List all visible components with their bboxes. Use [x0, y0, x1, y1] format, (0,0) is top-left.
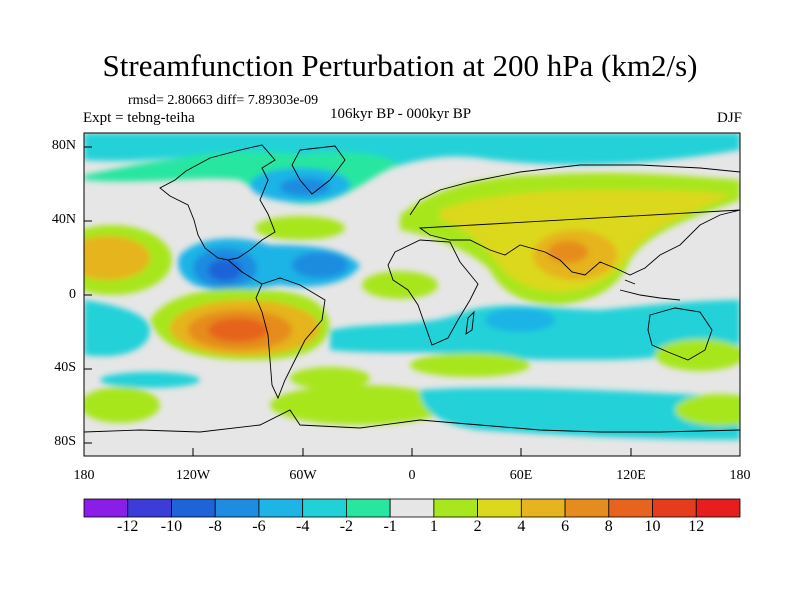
colorbar-label: 6: [561, 518, 570, 535]
contour-spacific-red: [208, 318, 268, 342]
colorbar-label: -8: [208, 518, 222, 535]
contour-atlantic-cyan: [292, 252, 348, 278]
colorbar-label: -6: [252, 518, 266, 535]
colorbar-label: -4: [295, 518, 310, 535]
y-tick-80s: 80S: [54, 434, 76, 449]
coast-madagascar: [465, 310, 475, 335]
colorbar-swatch: [564, 498, 610, 518]
contour-field: [84, 133, 740, 456]
colorbar-label: 10: [644, 518, 661, 535]
chart-title: Streamfunction Perturbation at 200 hPa (…: [102, 48, 698, 83]
colorbar-label: 12: [688, 518, 705, 535]
colorbar-swatch: [345, 498, 391, 518]
colorbar-swatch: [652, 498, 697, 518]
contour-npacific-yellow: [84, 236, 150, 280]
colorbar-label: 4: [517, 518, 526, 535]
coast-australia: [647, 307, 713, 361]
x-tick-60e: 60E: [509, 468, 533, 483]
colorbar: [83, 498, 741, 518]
colorbar-label: 1: [429, 518, 438, 535]
contour-indian-ocean-blue: [485, 308, 555, 332]
rmsd-diff-stats: rmsd= 2.80663 diff= 7.89303e-09: [128, 93, 319, 108]
contour-camerica-core: [208, 259, 242, 281]
y-tick-40s: 40S: [54, 360, 76, 375]
colorbar-swatch: [302, 498, 347, 518]
colorbar-label: 8: [604, 518, 613, 535]
contour-southern-cyan: [84, 300, 150, 357]
y-tick-80n: 80N: [51, 138, 76, 153]
colorbar-swatch: [433, 498, 479, 518]
coast-north-america: [159, 144, 276, 261]
colorbar-label: -2: [339, 518, 354, 535]
contour-sindian-green: [410, 353, 530, 377]
colorbar-label: -1: [383, 518, 397, 535]
contour-spole-east-green: [675, 394, 740, 426]
colorbar-label: 2: [473, 518, 482, 535]
colorbar-swatch: [389, 498, 435, 518]
coast-indonesia: [619, 279, 681, 301]
colorbar-swatch: [127, 498, 172, 518]
contour-samerica-green: [290, 367, 370, 389]
coast-africa: [387, 239, 479, 346]
coast-south-america: [255, 277, 326, 400]
colorbar-label: -12: [117, 518, 139, 535]
x-tick-180e: 180: [729, 468, 751, 483]
contour-spole-cyan-west: [100, 372, 200, 388]
colorbar-swatch: [83, 498, 129, 518]
contour-spole-mid-green: [270, 385, 450, 425]
colorbar-swatch: [608, 498, 653, 518]
coast-europe-asia: [409, 164, 740, 276]
x-tick-120w: 120W: [175, 468, 211, 483]
experiment-label: Expt = tebng-teiha: [83, 110, 195, 126]
y-tick-0: 0: [69, 287, 76, 302]
colorbar-swatch: [171, 498, 216, 518]
coast-central-america: [227, 259, 263, 285]
period-label: 106kyr BP - 000kyr BP: [330, 106, 472, 122]
colorbar-label: -10: [160, 518, 183, 535]
y-tick-40n: 40N: [51, 212, 76, 227]
contour-spole-west-green: [84, 387, 160, 423]
contour-australia-green: [655, 339, 740, 371]
colorbar-swatch: [695, 498, 741, 518]
x-tick-180w: 180: [73, 468, 95, 483]
colorbar-swatch: [214, 498, 260, 518]
season-label: DJF: [716, 110, 742, 126]
x-tick-0: 0: [408, 468, 416, 483]
contour-arctic-band: [84, 133, 740, 188]
colorbar-swatch: [520, 498, 566, 518]
coast-greenland: [291, 145, 346, 195]
coastlines: [84, 144, 740, 433]
contour-asia-core: [548, 241, 588, 263]
x-tick-120e: 120E: [616, 468, 646, 483]
contour-atlantic-north-green: [255, 216, 345, 240]
axis-ticks: [84, 146, 632, 456]
colorbar-swatch: [477, 498, 522, 518]
colorbar-swatch: [258, 498, 304, 518]
x-tick-60w: 60W: [289, 468, 317, 483]
coast-antarctica: [84, 409, 740, 433]
contour-greenland-core: [280, 178, 330, 196]
